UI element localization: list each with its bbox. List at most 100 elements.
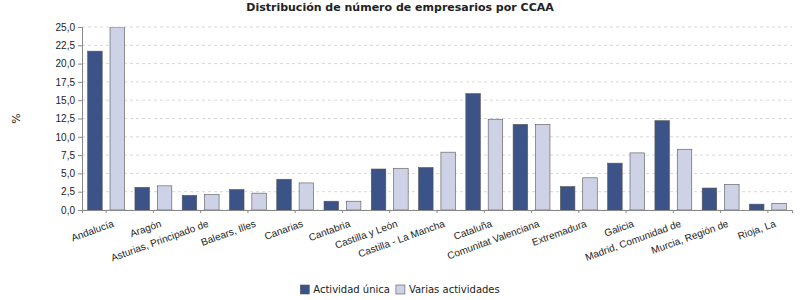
bar [394, 168, 409, 210]
series [88, 51, 764, 210]
tick-label: 2,5 [61, 186, 75, 197]
tick-label: Canarias [263, 218, 304, 242]
bar [677, 149, 692, 210]
tick: 12,5 [56, 113, 82, 124]
tick: 22,5 [56, 40, 82, 51]
tick: Comunitat Valenciana [446, 210, 541, 261]
tick: 0,0 [61, 205, 82, 216]
tick-label: 10,0 [56, 132, 76, 143]
tick: Madrid, Comunidad de [584, 210, 683, 263]
tick-label: 5,0 [61, 168, 75, 179]
tick: Andalucía [70, 210, 116, 243]
tick-label: 12,5 [56, 113, 76, 124]
grid [82, 27, 792, 210]
bar [560, 187, 575, 210]
tick-mark [78, 210, 82, 211]
grid-line [82, 100, 792, 101]
tick-label: 0,0 [61, 205, 75, 216]
bar [88, 51, 103, 210]
bar [630, 153, 645, 210]
bar [229, 190, 244, 210]
legend-swatch [300, 285, 309, 294]
tick-mark [78, 192, 82, 193]
tick: Extremadura [530, 210, 588, 248]
tick-mark [78, 45, 82, 46]
tick-label: 17,5 [56, 77, 76, 88]
tick-mark [342, 210, 343, 213]
legend-label: Varias actividades [409, 284, 500, 295]
tick-mark [295, 210, 296, 213]
bar [252, 193, 267, 210]
tick-mark [578, 210, 579, 213]
bars [88, 27, 787, 210]
plot: 0,0 2,5 5,0 7,5 10,0 12,5 15,0 17,5 20,0 22,5 25,0… [56, 22, 793, 264]
tick: Murcia, Región de [650, 210, 730, 256]
bar [608, 163, 623, 210]
tick: 20,0 [56, 58, 82, 69]
bar [702, 188, 717, 210]
tick: Canarias [263, 210, 304, 242]
tick-mark [78, 137, 82, 138]
grid-line [82, 27, 792, 28]
grid-line [82, 63, 792, 64]
grid-line [82, 118, 792, 119]
tick-label: Asturias, Principado de [109, 218, 210, 264]
tick-mark [78, 155, 82, 156]
tick: Castilla - La Mancha [357, 210, 447, 259]
chart: Distribución de número de empresarios po… [0, 0, 800, 300]
tick-label: 20,0 [56, 58, 76, 69]
bar [135, 187, 150, 210]
tick: Balears, Illes [200, 210, 258, 248]
tick-label: 15,0 [56, 95, 76, 106]
tick-mark [437, 210, 438, 213]
tick-mark [78, 82, 82, 83]
tick-mark [531, 210, 532, 213]
axis-line [83, 211, 793, 214]
bar [535, 124, 550, 210]
tick: 17,5 [56, 77, 82, 88]
bar [182, 195, 197, 210]
tick-mark [78, 119, 82, 120]
tick-label: Rioja, La [736, 218, 777, 242]
tick-mark [78, 173, 82, 174]
grid-line [82, 45, 792, 46]
bar [157, 186, 172, 210]
legend-item: Actividad única [300, 284, 390, 295]
bar [371, 169, 386, 210]
tick-mark [484, 210, 485, 213]
legend: Actividad única Varias actividades [300, 284, 499, 295]
series [110, 27, 786, 210]
bar [419, 168, 434, 210]
tick: Rioja, La [736, 210, 777, 242]
tick-mark [673, 210, 674, 213]
bar [441, 152, 456, 210]
x-axis: AndalucíaAragónAsturias, Principado deBa… [70, 210, 793, 263]
tick-mark [78, 27, 82, 28]
bar [772, 203, 787, 210]
tick-label: Comunitat Valenciana [446, 218, 541, 262]
grid-line [82, 136, 792, 137]
tick-label: Andalucía [70, 218, 116, 244]
legend-swatch [396, 285, 405, 294]
tick: 10,0 [56, 132, 82, 143]
axis-line [78, 28, 83, 211]
tick-mark [626, 210, 627, 213]
bar [205, 195, 220, 210]
y-axis: 0,0 2,5 5,0 7,5 10,0 12,5 15,0 17,5 20,0 22,5 25,0 [56, 22, 83, 216]
tick: 5,0 [61, 168, 82, 179]
tick-label: Castilla - La Mancha [357, 218, 447, 260]
tick-label: 22,5 [56, 40, 76, 51]
tick: 25,0 [56, 22, 82, 33]
tick: 7,5 [61, 150, 82, 161]
tick: 15,0 [56, 95, 82, 106]
tick-mark [200, 210, 201, 213]
bar [110, 27, 125, 210]
bar [513, 124, 528, 210]
tick-label: Extremadura [530, 218, 588, 248]
title: Distribución de número de empresarios po… [246, 1, 554, 14]
grid-line [82, 81, 792, 82]
bar [725, 184, 740, 210]
tick-label: Murcia, Región de [650, 218, 730, 256]
bar [583, 178, 598, 210]
tick-mark [389, 210, 390, 213]
